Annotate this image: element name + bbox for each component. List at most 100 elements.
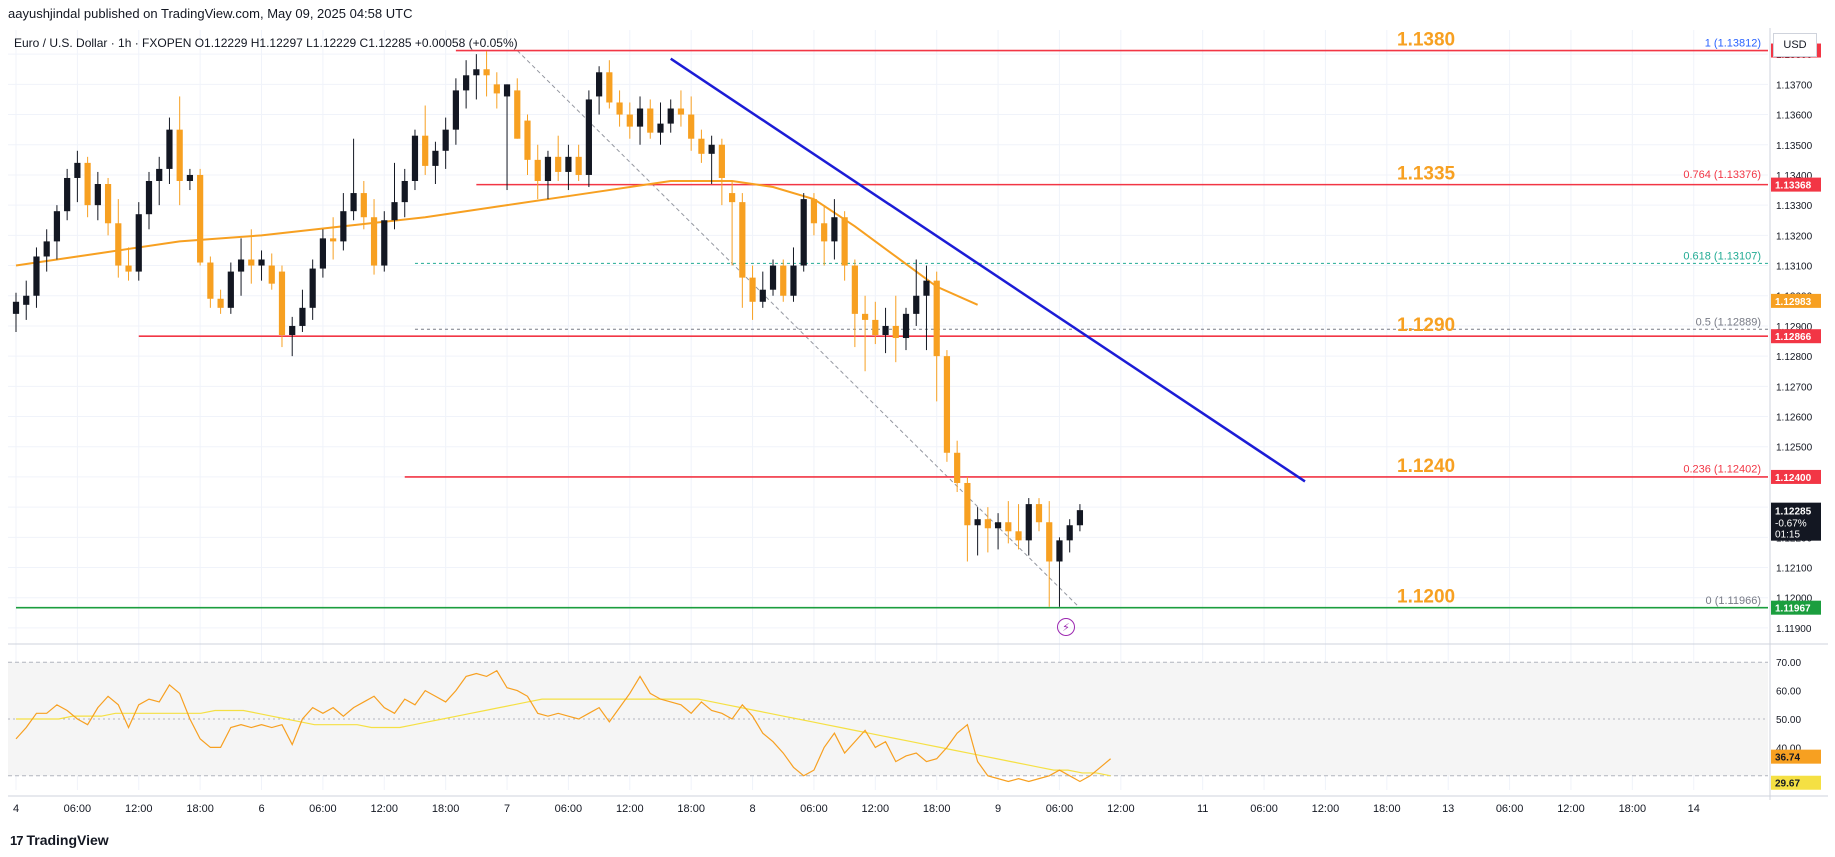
- x-tick-label: 12:00: [125, 803, 153, 815]
- level-label: 1.1290: [1397, 315, 1455, 336]
- x-tick-label: 14: [1688, 803, 1700, 815]
- x-tick-label: 18:00: [1619, 803, 1647, 815]
- candle-body: [1015, 531, 1022, 541]
- lightning-icon[interactable]: ⚡: [1057, 618, 1075, 636]
- candle-body: [166, 129, 173, 169]
- y-tick-label: 1.12500: [1776, 443, 1813, 454]
- rsi-tick-label: 60.00: [1776, 687, 1801, 698]
- level-label: 1.1240: [1397, 456, 1455, 477]
- y-tick-label: 1.13700: [1776, 80, 1813, 91]
- x-tick-label: 12:00: [1312, 803, 1340, 815]
- rsi-ma-tag: [1771, 775, 1821, 790]
- candle-body: [964, 482, 971, 526]
- candle-body: [64, 177, 71, 212]
- candle-body: [729, 193, 736, 203]
- level-label: 1.1380: [1397, 30, 1455, 51]
- candle-body: [544, 156, 552, 181]
- candle-body: [861, 313, 869, 320]
- y-tick-label: 1.13600: [1776, 111, 1813, 122]
- level-label: 1.1200: [1397, 587, 1455, 608]
- candle-body: [391, 202, 398, 221]
- candle-body: [1025, 504, 1032, 541]
- candle-body: [33, 256, 40, 296]
- candle-body: [1046, 522, 1053, 562]
- current-price-change: -0.67%: [1775, 519, 1807, 530]
- candle-body: [1076, 510, 1084, 526]
- candle-body: [636, 108, 644, 127]
- candle-body: [626, 114, 633, 127]
- candle-body: [514, 90, 521, 139]
- rsi-line: [15, 669, 1111, 783]
- y-tick-label: 1.13500: [1776, 141, 1813, 152]
- candle-body: [933, 280, 940, 357]
- candle-body: [94, 184, 101, 206]
- y-tick-label: 1.13400: [1776, 171, 1813, 182]
- candle-body: [943, 356, 951, 453]
- candle-body: [135, 214, 142, 272]
- x-tick-label: 18:00: [677, 803, 705, 815]
- candle-body: [53, 211, 61, 242]
- x-tick-label: 11: [1197, 803, 1208, 815]
- fib-level-label: 0.236 (1.12402): [1683, 463, 1761, 475]
- candle-body: [800, 199, 807, 266]
- rsi-tick-label: 40.00: [1776, 743, 1801, 754]
- candle-body: [524, 120, 531, 160]
- candle-body: [503, 84, 511, 97]
- candle-body: [176, 129, 183, 181]
- price-tag: [1771, 469, 1821, 484]
- candle-body: [104, 184, 112, 224]
- candle-body: [186, 174, 194, 181]
- candle-body: [227, 271, 234, 308]
- y-tick-label: 1.13300: [1776, 201, 1813, 212]
- rsi-tick-label: 50.00: [1776, 715, 1801, 726]
- price-tag-label: 1.12866: [1775, 332, 1812, 343]
- fib-level-label: 0.5 (1.12889): [1696, 316, 1761, 328]
- candle-body: [156, 168, 163, 181]
- candle-body: [248, 259, 255, 266]
- x-tick-label: 06:00: [64, 803, 92, 815]
- candle-body: [606, 72, 613, 103]
- x-tick-label: 7: [504, 803, 510, 815]
- candle-body: [667, 108, 674, 124]
- rsi-ma-line: [16, 698, 1111, 777]
- currency-button[interactable]: USD: [1773, 33, 1817, 57]
- candle-body: [381, 220, 388, 266]
- level-label: 1.1335: [1397, 164, 1456, 185]
- candle-body: [197, 174, 204, 263]
- candle-body: [810, 199, 818, 224]
- candle-body: [217, 298, 224, 308]
- publish-info: aayushjindal published on TradingView.co…: [8, 6, 413, 21]
- candle-body: [831, 217, 838, 242]
- price-tag-label: 1.11967: [1775, 604, 1811, 615]
- candle-body: [207, 262, 214, 299]
- x-tick-label: 18:00: [1373, 803, 1401, 815]
- candle-body: [769, 265, 777, 290]
- x-tick-label: 8: [749, 803, 755, 815]
- x-tick-label: 9: [995, 803, 1001, 815]
- tradingview-logo[interactable]: 17 TradingView: [10, 832, 109, 848]
- candle-body: [698, 138, 705, 154]
- x-tick-label: 4: [13, 803, 19, 815]
- candle-body: [432, 150, 439, 166]
- y-tick-label: 1.12600: [1776, 413, 1813, 424]
- rsi-tag-label: 36.74: [1775, 753, 1800, 764]
- candle-body: [278, 271, 286, 335]
- price-tag: [1771, 329, 1821, 344]
- current-price-tag: [1771, 502, 1821, 541]
- x-tick-label: 06:00: [1046, 803, 1074, 815]
- price-tag-label: 1.13368: [1775, 181, 1812, 192]
- y-tick-label: 1.12900: [1776, 322, 1813, 333]
- x-tick-label: 18:00: [432, 803, 460, 815]
- y-tick-label: 1.11900: [1776, 624, 1812, 635]
- candle-body: [237, 259, 245, 272]
- candle-body: [954, 452, 961, 483]
- candle-body: [340, 211, 347, 242]
- candle-body: [1056, 540, 1063, 562]
- candle-body: [309, 268, 316, 308]
- candle-body: [647, 108, 654, 133]
- current-price-value: 1.12285: [1775, 507, 1812, 518]
- candle-body: [1005, 522, 1012, 532]
- candle-body: [790, 265, 797, 296]
- candle-body: [268, 265, 275, 284]
